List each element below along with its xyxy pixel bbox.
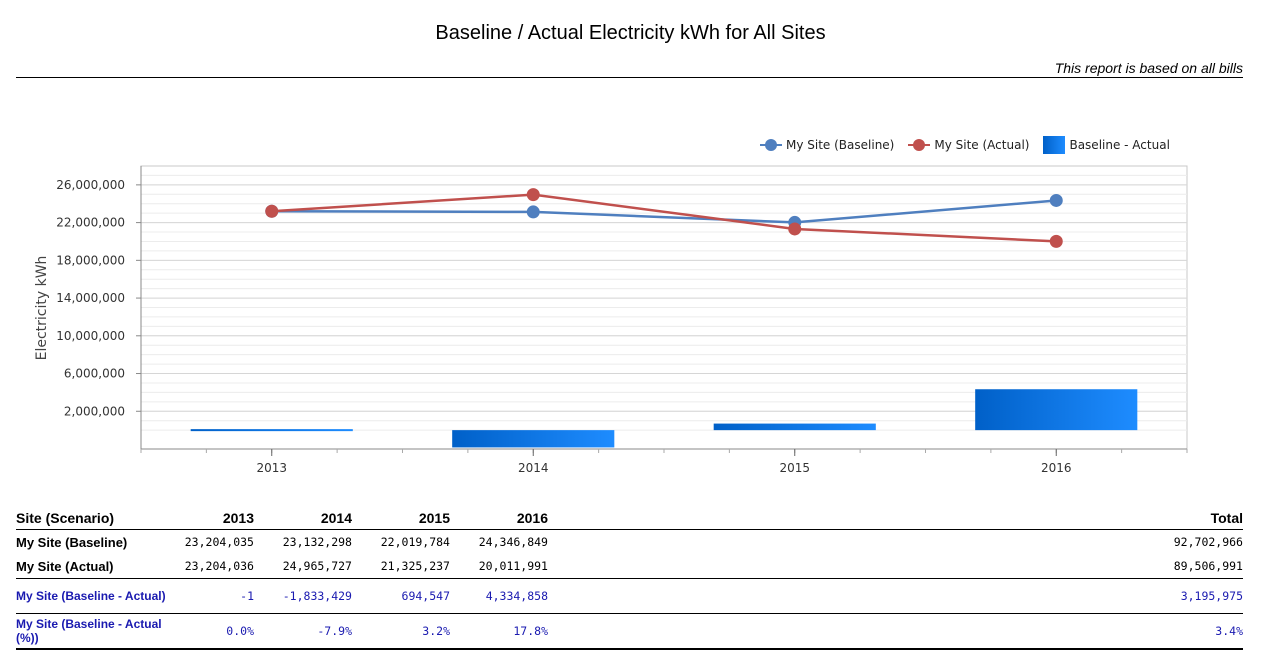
y-tick-label: 22,000,000 (56, 216, 125, 230)
cell: 22,019,784 (380, 535, 450, 549)
bar-difference-2016[interactable] (975, 389, 1138, 431)
point-actual-2015[interactable] (788, 222, 802, 236)
x-tick-label: 2013 (256, 461, 287, 475)
x-tick-label: 2016 (1041, 461, 1072, 475)
legend-label-difference: Baseline - Actual (1069, 138, 1170, 152)
legend-item-actual[interactable]: My Site (Actual) (908, 138, 1029, 152)
header-2015: 2015 (352, 507, 450, 530)
row-name-link[interactable]: My Site (Baseline - Actual (%)) (16, 613, 166, 650)
y-tick-label: 2,000,000 (64, 404, 125, 418)
header-2013: 2013 (166, 507, 254, 530)
cell: -1,833,429 (254, 578, 352, 614)
y-tick-label: 18,000,000 (56, 253, 125, 267)
row-name: My Site (Baseline) (16, 534, 128, 550)
table-row: My Site (Baseline) 23,204,035 23,132,298… (16, 530, 1243, 555)
cell: 0.0% (166, 613, 254, 650)
row-total: 3,195,975 (548, 578, 1243, 614)
bar-difference-2015[interactable] (713, 423, 876, 431)
point-actual-2016[interactable] (1049, 234, 1063, 248)
row-total: 89,506,991 (1173, 559, 1243, 573)
cell: 20,011,991 (478, 559, 548, 573)
x-tick-label: 2015 (779, 461, 810, 475)
cell: 24,346,849 (478, 535, 548, 549)
legend-line-baseline (760, 139, 782, 151)
y-tick-label: 10,000,000 (56, 329, 125, 343)
line-actual (271, 193, 1057, 243)
report-subtitle: This report is based on all bills (1054, 60, 1243, 76)
legend-box-difference (1043, 136, 1066, 154)
cell: 17.8% (450, 613, 548, 650)
x-tick-label: 2014 (518, 461, 549, 475)
table-row: My Site (Actual) 23,204,036 24,965,727 2… (16, 554, 1243, 579)
table-row[interactable]: My Site (Baseline - Actual (%)) 0.0% -7.… (16, 613, 1243, 650)
y-tick-label: 26,000,000 (56, 178, 125, 192)
cell: -1 (166, 578, 254, 614)
row-name: My Site (Actual) (16, 558, 114, 574)
data-table: Site (Scenario) 2013 2014 2015 2016 Tota… (16, 507, 1243, 650)
bar-difference-2013[interactable] (190, 429, 353, 432)
line-baseline (271, 199, 1057, 224)
table-row[interactable]: My Site (Baseline - Actual) -1 -1,833,42… (16, 578, 1243, 614)
point-actual-2013[interactable] (265, 204, 279, 218)
cell: 694,547 (352, 578, 450, 614)
point-baseline-2016[interactable] (1049, 193, 1063, 207)
cell: 4,334,858 (450, 578, 548, 614)
cell: 24,965,727 (282, 559, 352, 573)
cell: 3.2% (352, 613, 450, 650)
point-actual-2014[interactable] (526, 188, 540, 202)
cell: 23,132,298 (282, 535, 352, 549)
title-divider (16, 77, 1243, 78)
cell: -7.9% (254, 613, 352, 650)
cell: 23,204,035 (184, 535, 254, 549)
legend-label-actual: My Site (Actual) (934, 138, 1030, 152)
y-axis-label: Electricity kWh (34, 256, 50, 361)
y-tick-label: 6,000,000 (64, 367, 125, 381)
header-2014: 2014 (254, 507, 352, 530)
point-baseline-2014[interactable] (526, 205, 540, 219)
report-title: Baseline / Actual Electricity kWh for Al… (435, 22, 826, 44)
row-name-link[interactable]: My Site (Baseline - Actual) (16, 578, 166, 614)
header-2016: 2016 (450, 507, 548, 530)
cell: 21,325,237 (380, 559, 450, 573)
bar-difference-2014[interactable] (452, 430, 615, 448)
legend-item-baseline[interactable]: My Site (Baseline) (760, 138, 894, 152)
y-tick-label: 14,000,000 (56, 291, 125, 305)
chart-plot: 2,000,000 6,000,000 10,000,000 14,000,000 18… (34, 165, 1188, 475)
cell: 23,204,036 (184, 559, 254, 573)
header-total: Total (548, 507, 1243, 530)
legend-label-baseline: My Site (Baseline) (786, 138, 895, 152)
legend-line-actual (908, 139, 931, 151)
chart-legend: My Site (Baseline) My Site (Actual) Base… (760, 136, 1178, 154)
row-total: 92,702,966 (1173, 535, 1243, 549)
legend-item-difference[interactable]: Baseline - Actual (1043, 136, 1170, 154)
row-total: 3.4% (548, 613, 1243, 650)
table-header-row: Site (Scenario) 2013 2014 2015 2016 Tota… (16, 507, 1243, 530)
header-site: Site (Scenario) (16, 507, 166, 530)
